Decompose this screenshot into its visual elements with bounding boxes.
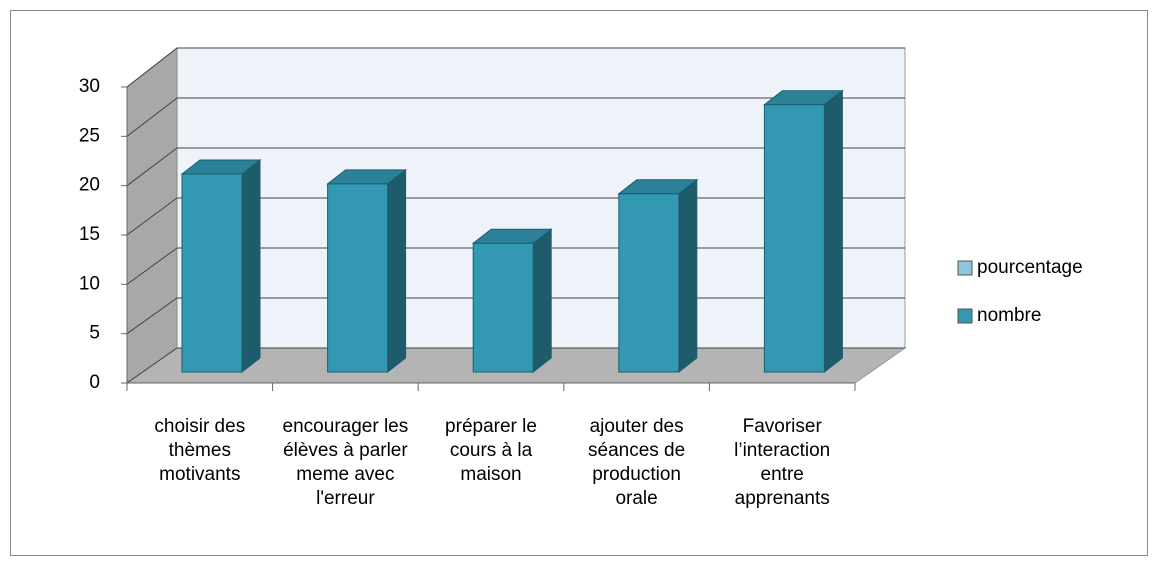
bar-side bbox=[532, 228, 552, 374]
label-line: Favoriser bbox=[743, 416, 823, 437]
label-line: meme avec bbox=[296, 464, 394, 485]
side-wall bbox=[126, 46, 178, 384]
x-tick-label: Favoriser l’interaction entre apprenants bbox=[734, 416, 830, 509]
label-line: motivants bbox=[159, 464, 240, 485]
label-line: orale bbox=[615, 488, 657, 509]
label-line: choisir des bbox=[154, 416, 245, 437]
bar bbox=[472, 242, 534, 373]
legend-label: pourcentage bbox=[977, 257, 1083, 278]
bar bbox=[327, 183, 389, 373]
label-line: apprenants bbox=[735, 488, 830, 509]
label-line: thèmes bbox=[169, 440, 231, 461]
x-tick-label: préparer le cours à la maison bbox=[445, 416, 537, 485]
bar bbox=[181, 173, 243, 373]
label-line: ajouter des bbox=[590, 416, 684, 437]
label-line: encourager les bbox=[283, 416, 409, 437]
y-tick-label: 10 bbox=[79, 273, 100, 294]
legend-label: nombre bbox=[977, 305, 1041, 326]
grid-line bbox=[126, 147, 178, 187]
label-line: élèves à parler bbox=[283, 440, 408, 461]
label-line: préparer le bbox=[445, 416, 537, 437]
label-line: entre bbox=[761, 464, 804, 485]
label-line: l'erreur bbox=[316, 488, 375, 509]
bar-side bbox=[823, 89, 843, 374]
y-tick-label: 20 bbox=[79, 175, 100, 196]
y-tick-label: 15 bbox=[79, 224, 100, 245]
grid-line bbox=[126, 247, 178, 285]
label-line: séances de bbox=[588, 440, 685, 461]
x-tick-label: choisir des thèmes motivants bbox=[154, 416, 245, 485]
bar bbox=[763, 104, 825, 373]
bar-side bbox=[387, 168, 407, 374]
grid-line bbox=[126, 47, 178, 88]
bar bbox=[618, 193, 680, 373]
y-tick-label: 5 bbox=[89, 323, 100, 344]
legend-swatch bbox=[957, 260, 973, 276]
label-line: cours à la bbox=[450, 440, 533, 461]
bar-side bbox=[241, 158, 261, 374]
label-line: maison bbox=[460, 464, 521, 485]
grid-line bbox=[126, 97, 178, 137]
grid-line bbox=[126, 347, 178, 384]
y-tick-label: 25 bbox=[79, 125, 100, 146]
label-line: production bbox=[592, 464, 681, 485]
x-tick-label: ajouter des séances de production orale bbox=[588, 416, 685, 509]
y-tick-label: 0 bbox=[89, 372, 100, 393]
grid-line bbox=[126, 197, 178, 236]
bar-side bbox=[678, 178, 698, 374]
y-tick-label: 30 bbox=[79, 76, 100, 97]
grid-line bbox=[126, 297, 178, 335]
legend-swatch bbox=[957, 308, 973, 324]
label-line: l’interaction bbox=[734, 440, 830, 461]
x-tick-label: encourager les élèves à parler meme avec l'… bbox=[283, 416, 409, 509]
